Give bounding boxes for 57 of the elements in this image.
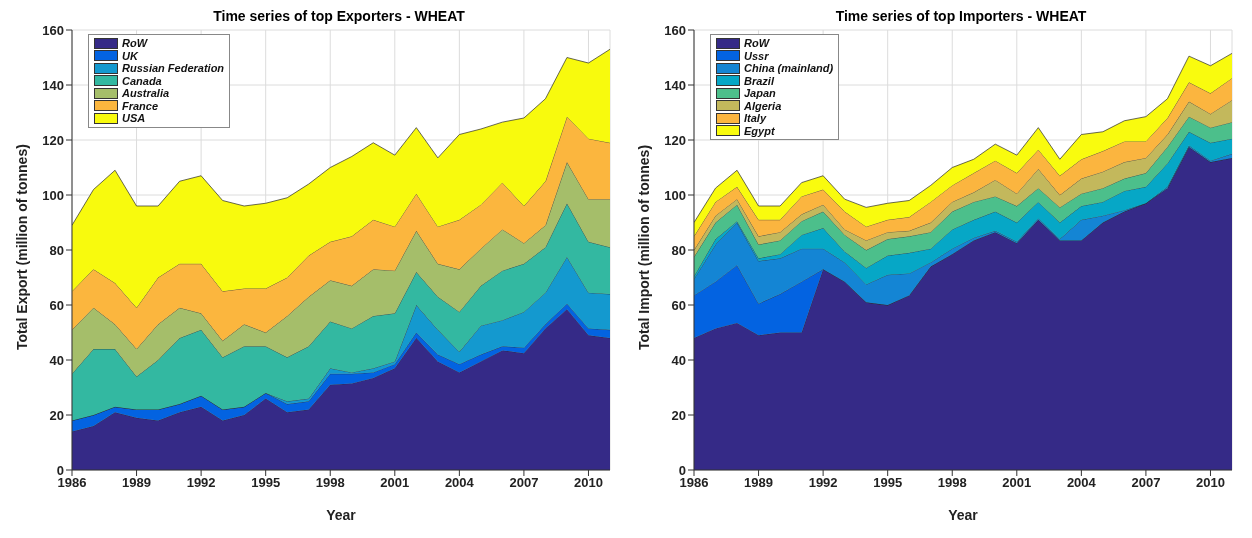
legend-label: Ussr [744,49,769,62]
x-tick-label: 2010 [1196,475,1225,491]
y-tick-label: 120 [42,132,64,148]
x-tick-label: 2004 [1066,475,1097,491]
x-tick-label: 1998 [937,475,967,491]
chart-title: Time series of top Importers - WHEAT [835,8,1087,24]
legend-label: Russian Federation [122,62,225,75]
x-tick-label: 2001 [380,475,410,491]
legend-label: USA [122,112,146,125]
x-tick-label: 2004 [444,475,475,491]
y-tick-label: 40 [49,352,64,368]
x-axis-title: Year [948,507,979,523]
legend-label: RoW [744,37,770,50]
legend-label: Canada [122,74,162,87]
x-tick-label: 1989 [122,475,152,491]
x-tick-label: 2001 [1002,475,1032,491]
legend-label: Italy [744,112,767,125]
x-tick-label: 1992 [808,475,838,491]
x-tick-label: 1998 [315,475,345,491]
x-axis-title: Year [326,507,357,523]
y-tick-label: 140 [664,77,686,93]
legend-label: RoW [122,37,148,50]
chart-title: Time series of top Exporters - WHEAT [213,8,465,24]
y-tick-label: 60 [671,297,686,313]
y-axis-title: Total Export (million of tonnes) [13,144,30,350]
legend-label: UK [122,49,138,62]
legend-label: Japan [744,87,776,100]
y-tick-label: 40 [671,352,686,368]
x-tick-label: 1995 [251,475,281,491]
x-tick-label: 1989 [744,475,774,491]
x-tick-label: 1986 [57,475,87,491]
x-tick-label: 1986 [679,475,709,491]
y-tick-label: 20 [49,407,64,423]
legend-label: Brazil [744,74,774,87]
legend-label: China (mainland) [744,62,834,75]
x-tick-label: 1992 [186,475,216,491]
y-tick-label: 120 [664,132,686,148]
legend-label: France [122,99,159,112]
y-tick-label: 140 [42,77,64,93]
y-tick-label: 80 [671,242,686,258]
y-axis-title: Total Import (million of tonnes) [635,144,652,350]
legend-label: Egypt [744,124,775,137]
y-tick-label: 0 [678,462,686,478]
x-tick-label: 2007 [509,475,539,491]
y-tick-label: 160 [664,22,686,38]
y-tick-label: 160 [42,22,64,38]
y-tick-label: 100 [664,187,686,203]
x-tick-label: 2007 [1131,475,1161,491]
x-tick-label: 2010 [574,475,603,491]
y-tick-label: 60 [49,297,64,313]
y-tick-label: 0 [56,462,64,478]
legend-label: Australia [122,87,170,100]
y-tick-label: 100 [42,187,64,203]
y-tick-label: 20 [671,407,686,423]
y-tick-label: 80 [49,242,64,258]
x-tick-label: 1995 [873,475,903,491]
legend-label: Algeria [744,99,782,112]
